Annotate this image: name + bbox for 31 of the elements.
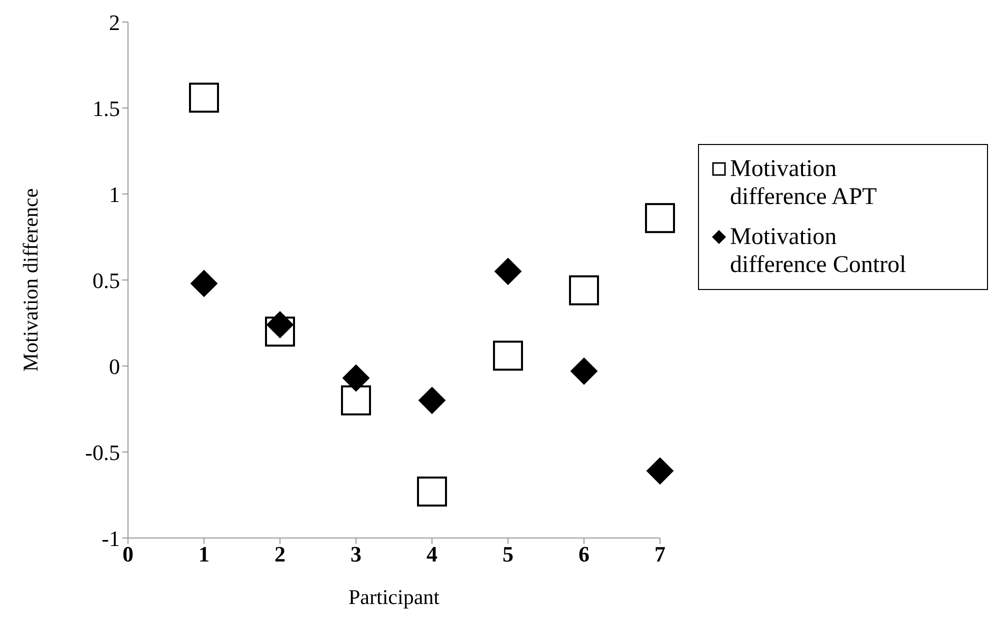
- x-tick-label: 3: [350, 542, 362, 567]
- x-tick-label: 6: [578, 542, 590, 567]
- point: [494, 258, 522, 285]
- point: [342, 364, 370, 392]
- x-axis-title: Participant: [348, 585, 440, 609]
- legend-label: Motivation difference APT: [730, 155, 878, 211]
- point: [189, 82, 219, 113]
- x-tick-label: 4: [426, 542, 438, 567]
- y-tick-label: 0: [109, 354, 120, 379]
- point: [341, 385, 371, 416]
- point: [569, 275, 599, 306]
- point: [418, 386, 446, 414]
- y-tick-label: 1: [109, 182, 120, 207]
- point: [646, 457, 674, 484]
- point: [570, 358, 598, 385]
- point: [645, 203, 675, 234]
- x-tick-label: 7: [654, 542, 666, 567]
- legend-label: Motivation difference Control: [730, 223, 908, 279]
- x-tick-label: 5: [502, 542, 514, 567]
- y-tick-label: -1: [102, 526, 120, 551]
- point: [493, 340, 523, 371]
- x-tick-label: 1: [198, 542, 210, 567]
- y-axis-title: Motivation difference: [18, 188, 42, 372]
- y-tick-label: 2: [109, 10, 120, 35]
- y-tick-label: 0.5: [92, 268, 120, 293]
- y-tick-label: 1.5: [92, 96, 120, 121]
- point: [266, 311, 294, 338]
- point: [190, 270, 218, 297]
- x-tick-label: 2: [274, 542, 286, 567]
- y-tick-label: -0.5: [85, 440, 120, 465]
- point: [417, 476, 447, 507]
